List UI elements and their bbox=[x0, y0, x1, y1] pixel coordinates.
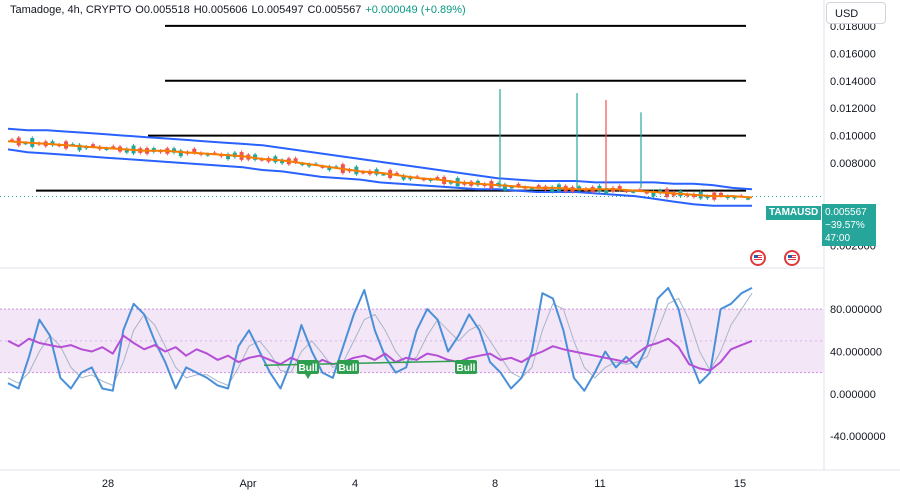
candle-body bbox=[205, 154, 210, 156]
candle-body bbox=[550, 186, 555, 192]
candle-body bbox=[604, 188, 609, 194]
oscillator-tick-label: -40.000000 bbox=[830, 431, 886, 443]
currency-button[interactable]: USD bbox=[826, 2, 886, 24]
candle-body bbox=[408, 177, 413, 180]
candle-body bbox=[77, 144, 82, 151]
high-value: H0.005606 bbox=[193, 4, 248, 16]
candle-body bbox=[401, 175, 406, 180]
ema-line bbox=[7, 140, 753, 199]
symbol-tag: TAMAUSD bbox=[766, 206, 822, 220]
candle-body bbox=[435, 177, 440, 180]
candle-body bbox=[381, 174, 386, 176]
stoch-d-line bbox=[7, 292, 753, 386]
price-tick-label: 0.012000 bbox=[830, 103, 876, 115]
price-pane bbox=[0, 24, 824, 207]
candle-body bbox=[448, 181, 453, 184]
price-tick-label: 0.008000 bbox=[830, 158, 876, 170]
last-price: 0.005567 bbox=[825, 207, 867, 218]
price-tick-label: 0.014000 bbox=[830, 76, 876, 88]
candle-body bbox=[111, 146, 116, 148]
rsi-line bbox=[7, 334, 753, 372]
candle-body bbox=[536, 185, 541, 188]
low-value: L0.005497 bbox=[251, 4, 304, 16]
candle-body bbox=[509, 187, 514, 189]
candle-body bbox=[529, 188, 534, 190]
candle-body bbox=[624, 190, 629, 193]
candle-body bbox=[428, 179, 433, 181]
candle-body bbox=[320, 166, 325, 168]
candle-body bbox=[23, 142, 28, 145]
candle-body bbox=[178, 150, 183, 157]
time-tick-label: Apr bbox=[239, 478, 256, 490]
time-tick-label: 8 bbox=[492, 478, 498, 490]
open-value: O0.005518 bbox=[135, 4, 190, 16]
bull-label: Bull bbox=[337, 360, 359, 374]
candle-body bbox=[300, 163, 305, 166]
candle-body bbox=[421, 178, 426, 181]
time-tick-label: 11 bbox=[594, 478, 605, 490]
candle-body bbox=[502, 184, 507, 191]
candle-body bbox=[516, 183, 521, 187]
candle-body bbox=[718, 192, 723, 196]
us-flag-icon[interactable] bbox=[784, 250, 800, 266]
candle-body bbox=[705, 196, 710, 199]
candle-body bbox=[91, 144, 96, 147]
bull-label-pointer bbox=[305, 374, 311, 379]
bull-label-box bbox=[297, 360, 319, 374]
candle-body bbox=[651, 191, 656, 197]
candle-body bbox=[10, 139, 14, 142]
price-tick-label: 0.010000 bbox=[830, 131, 876, 143]
time-tick-label: 15 bbox=[734, 478, 746, 490]
bull-label-text: Bull bbox=[339, 363, 358, 374]
oscillator-tick-label: 0.000000 bbox=[830, 389, 876, 401]
candle-body bbox=[617, 186, 622, 190]
candle-body bbox=[50, 141, 55, 146]
us-flag-icon[interactable] bbox=[750, 250, 766, 266]
candle-body bbox=[192, 148, 197, 154]
candle-body bbox=[280, 159, 285, 164]
candle-body bbox=[307, 164, 312, 167]
stoch-k-line bbox=[7, 286, 753, 392]
lower-band-line bbox=[7, 148, 752, 207]
candle-body bbox=[631, 191, 636, 193]
close-value: C0.005567 bbox=[307, 4, 362, 16]
upper-band-line bbox=[7, 127, 753, 191]
candle-body bbox=[644, 192, 649, 194]
symbol-title: Tamadoge, 4h, CRYPTO bbox=[10, 4, 132, 16]
time-tick-label: 28 bbox=[102, 478, 114, 490]
candle-body bbox=[361, 171, 366, 174]
bull-label-text: Bull bbox=[457, 363, 476, 374]
candle-body bbox=[226, 154, 231, 160]
bull-label-box bbox=[455, 360, 477, 374]
candle-body bbox=[746, 198, 750, 200]
bull-label: Bull bbox=[297, 360, 319, 379]
candle-body bbox=[725, 196, 730, 199]
change-percent: −39.57% bbox=[825, 220, 865, 231]
time-tick-label: 4 bbox=[352, 478, 358, 490]
oscillator-tick-label: 40.000000 bbox=[830, 346, 882, 358]
change-value: +0.000049 (+0.89%) bbox=[365, 4, 466, 16]
candle-body bbox=[104, 148, 109, 150]
legend: Tamadoge, 4h, CRYPTO O0.005518 H0.005606… bbox=[10, 4, 466, 16]
candle-body bbox=[293, 158, 298, 163]
price-tick-label: 0.016000 bbox=[830, 48, 876, 60]
candle-body bbox=[124, 148, 129, 153]
candle-body bbox=[732, 196, 737, 199]
axes: 0.0180000.0160000.0140000.0120000.010000… bbox=[102, 21, 886, 490]
oscillator-tick-label: 80.000000 bbox=[830, 304, 882, 316]
candle-body bbox=[394, 172, 399, 175]
candle-body bbox=[327, 166, 332, 171]
bull-label-box bbox=[337, 360, 359, 374]
oscillator-pane: Bull Bull Bull bbox=[0, 286, 824, 392]
last-price-tag: 0.005567 −39.57% 47:00 bbox=[822, 204, 876, 246]
bull-label-text: Bull bbox=[299, 363, 318, 374]
candle-countdown: 47:00 bbox=[825, 233, 851, 244]
candle-body bbox=[70, 143, 75, 146]
bull-label: Bull bbox=[455, 360, 477, 374]
